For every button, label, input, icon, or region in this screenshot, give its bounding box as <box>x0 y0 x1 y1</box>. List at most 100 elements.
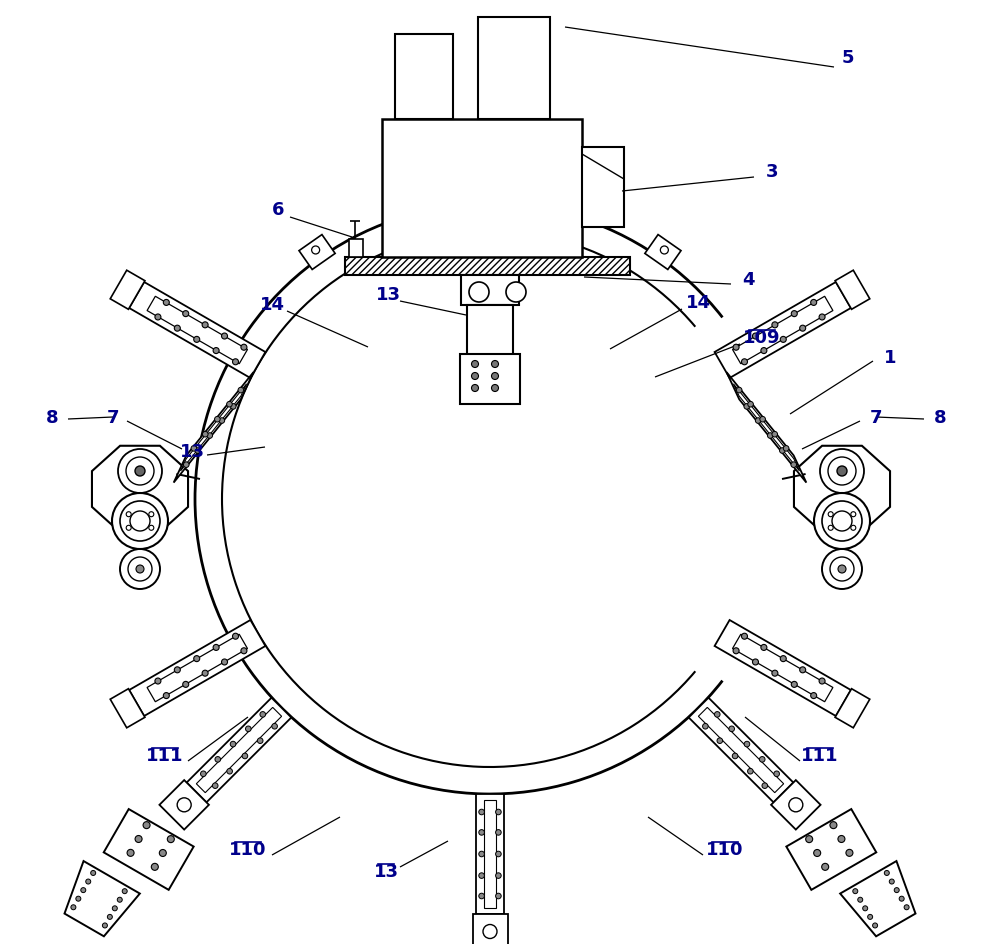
Bar <box>382 120 582 258</box>
Circle shape <box>222 659 228 666</box>
Circle shape <box>207 433 213 439</box>
Polygon shape <box>835 271 870 310</box>
Circle shape <box>143 822 150 829</box>
Circle shape <box>127 850 134 856</box>
Circle shape <box>149 526 154 531</box>
Circle shape <box>183 682 189 687</box>
Circle shape <box>479 830 484 835</box>
Circle shape <box>117 898 122 902</box>
Polygon shape <box>187 698 291 802</box>
Text: 8: 8 <box>934 409 946 427</box>
Circle shape <box>496 809 501 815</box>
Circle shape <box>126 458 154 485</box>
Circle shape <box>201 771 206 777</box>
Circle shape <box>868 915 873 919</box>
Circle shape <box>112 906 117 911</box>
Circle shape <box>780 448 785 454</box>
Circle shape <box>814 850 821 856</box>
Text: 111: 111 <box>146 746 184 765</box>
Circle shape <box>183 463 189 468</box>
Circle shape <box>759 757 765 763</box>
Circle shape <box>183 312 189 317</box>
Circle shape <box>81 887 86 893</box>
Polygon shape <box>181 384 247 471</box>
Polygon shape <box>129 620 265 716</box>
Text: 110: 110 <box>706 840 744 858</box>
Polygon shape <box>733 297 833 364</box>
Circle shape <box>242 753 248 759</box>
Text: 111: 111 <box>801 746 839 765</box>
Circle shape <box>128 557 152 582</box>
Circle shape <box>76 896 81 902</box>
Text: 1: 1 <box>884 348 896 366</box>
Circle shape <box>899 896 904 902</box>
Polygon shape <box>645 235 681 270</box>
Circle shape <box>112 494 168 549</box>
Text: 7: 7 <box>107 409 119 427</box>
Polygon shape <box>733 634 833 702</box>
Circle shape <box>744 741 750 747</box>
Text: 14: 14 <box>686 294 710 312</box>
Circle shape <box>233 633 239 639</box>
Circle shape <box>71 904 76 910</box>
Circle shape <box>312 246 320 255</box>
Circle shape <box>260 712 266 717</box>
Circle shape <box>889 879 894 885</box>
Circle shape <box>107 915 112 919</box>
Polygon shape <box>715 282 851 379</box>
Circle shape <box>219 418 225 424</box>
Polygon shape <box>733 384 799 471</box>
Circle shape <box>136 565 144 573</box>
Circle shape <box>828 526 833 531</box>
Circle shape <box>227 402 232 408</box>
Circle shape <box>714 712 720 717</box>
Polygon shape <box>159 781 209 830</box>
Circle shape <box>767 433 773 439</box>
Circle shape <box>846 850 853 856</box>
Circle shape <box>227 768 232 774</box>
Circle shape <box>202 432 208 437</box>
Bar <box>395 35 453 120</box>
Circle shape <box>246 726 251 732</box>
Circle shape <box>752 333 758 340</box>
Circle shape <box>736 388 742 394</box>
Circle shape <box>479 873 484 879</box>
Circle shape <box>733 345 739 351</box>
Circle shape <box>660 246 668 255</box>
Circle shape <box>230 741 236 747</box>
Circle shape <box>744 404 750 410</box>
Circle shape <box>791 312 797 317</box>
Polygon shape <box>715 620 851 716</box>
Circle shape <box>496 873 501 879</box>
Circle shape <box>780 337 786 343</box>
Polygon shape <box>129 282 265 379</box>
Polygon shape <box>174 373 253 483</box>
Circle shape <box>86 879 91 885</box>
Circle shape <box>120 501 160 542</box>
Circle shape <box>496 851 501 857</box>
Circle shape <box>828 513 833 517</box>
Polygon shape <box>110 689 145 728</box>
Polygon shape <box>104 809 194 890</box>
Circle shape <box>791 463 797 468</box>
Circle shape <box>761 348 767 354</box>
Circle shape <box>241 345 247 351</box>
Circle shape <box>212 783 218 788</box>
Text: 4: 4 <box>742 271 754 289</box>
Polygon shape <box>299 235 335 270</box>
Polygon shape <box>110 271 145 310</box>
Circle shape <box>122 888 127 894</box>
Circle shape <box>822 501 862 542</box>
Circle shape <box>222 333 228 340</box>
Circle shape <box>472 385 479 392</box>
Circle shape <box>884 870 889 875</box>
Circle shape <box>811 300 817 306</box>
Circle shape <box>155 679 161 684</box>
Text: 109: 109 <box>743 329 781 346</box>
Circle shape <box>819 314 825 321</box>
Circle shape <box>167 835 174 843</box>
Circle shape <box>233 360 239 365</box>
Circle shape <box>729 726 734 732</box>
Circle shape <box>102 923 107 928</box>
Circle shape <box>780 656 786 662</box>
